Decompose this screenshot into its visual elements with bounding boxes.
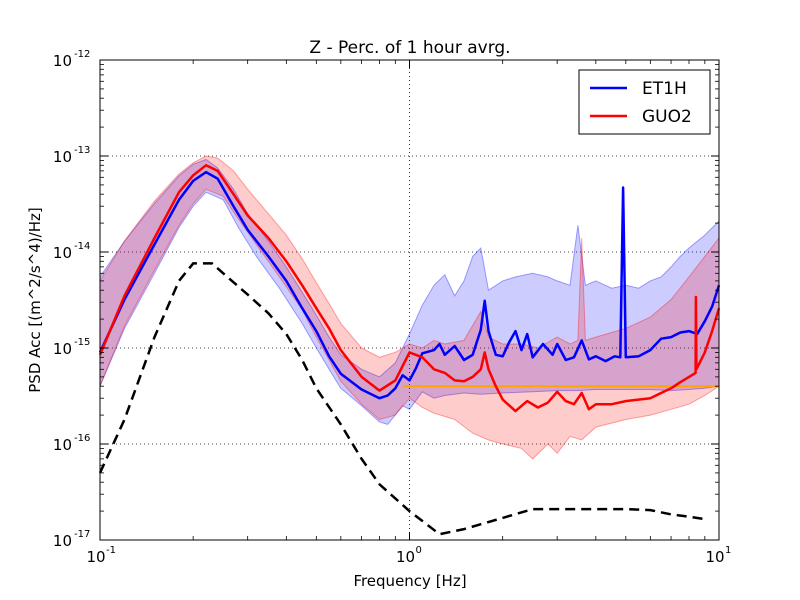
y-tick-label: 10: [53, 436, 72, 454]
reference-line-dashed: [98, 262, 705, 536]
y-tick-exponent: -15: [74, 337, 90, 348]
line-layer: [98, 164, 721, 536]
y-tick-exponent: -12: [74, 49, 90, 60]
x-tick-label: 10: [396, 548, 415, 566]
legend-label-et1h: ET1H: [642, 79, 687, 99]
y-tick-label: 10: [53, 148, 72, 166]
x-tick-label: 10: [86, 548, 105, 566]
x-tick-exponent: -1: [106, 545, 116, 556]
y-tick-exponent: -17: [74, 529, 90, 540]
chart-title: Z - Perc. of 1 hour avrg.: [309, 38, 510, 58]
y-axis-label: PSD Acc [(m^2/s^4)/Hz]: [26, 207, 44, 392]
x-tick-label: 10: [705, 548, 724, 566]
band-guo2: [99, 155, 720, 460]
legend-label-guo2: GUO2: [642, 107, 692, 127]
x-tick-exponent: 0: [416, 545, 422, 556]
y-tick-label: 10: [53, 244, 72, 262]
grid-layer: [100, 60, 719, 540]
series-line-et1h: [98, 170, 721, 400]
y-tick-exponent: -13: [74, 145, 90, 156]
y-tick-exponent: -16: [74, 433, 90, 444]
x-axis-label: Frequency [Hz]: [353, 572, 466, 590]
series-line-guo2: [98, 164, 721, 413]
y-tick-label: 10: [53, 532, 72, 550]
y-tick-exponent: -14: [74, 241, 90, 252]
legend: ET1H GUO2: [578, 69, 711, 135]
legend-box: [578, 69, 711, 135]
y-tick-label: 10: [53, 340, 72, 358]
x-tick-exponent: 1: [725, 545, 731, 556]
y-tick-label: 10: [53, 52, 72, 70]
